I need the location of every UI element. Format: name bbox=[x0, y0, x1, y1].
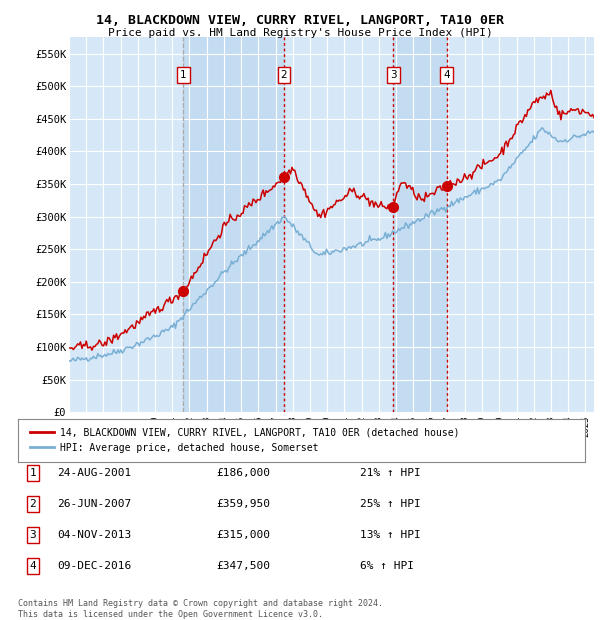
Text: £186,000: £186,000 bbox=[216, 468, 270, 478]
Text: 26-JUN-2007: 26-JUN-2007 bbox=[57, 499, 131, 509]
Text: £359,950: £359,950 bbox=[216, 499, 270, 509]
Text: 4: 4 bbox=[29, 561, 37, 571]
Text: 6% ↑ HPI: 6% ↑ HPI bbox=[360, 561, 414, 571]
Text: £347,500: £347,500 bbox=[216, 561, 270, 571]
Text: 24-AUG-2001: 24-AUG-2001 bbox=[57, 468, 131, 478]
Text: 14, BLACKDOWN VIEW, CURRY RIVEL, LANGPORT, TA10 0ER: 14, BLACKDOWN VIEW, CURRY RIVEL, LANGPOR… bbox=[96, 14, 504, 27]
Text: 4: 4 bbox=[443, 69, 450, 80]
Text: 3: 3 bbox=[390, 69, 397, 80]
Bar bbox=[393, 37, 446, 412]
Text: 3: 3 bbox=[29, 530, 37, 540]
Text: 2: 2 bbox=[29, 499, 37, 509]
Text: 13% ↑ HPI: 13% ↑ HPI bbox=[360, 530, 421, 540]
Text: £315,000: £315,000 bbox=[216, 530, 270, 540]
Text: 1: 1 bbox=[29, 468, 37, 478]
Text: 2: 2 bbox=[281, 69, 287, 80]
Legend: 14, BLACKDOWN VIEW, CURRY RIVEL, LANGPORT, TA10 0ER (detached house), HPI: Avera: 14, BLACKDOWN VIEW, CURRY RIVEL, LANGPOR… bbox=[26, 424, 463, 456]
Text: 04-NOV-2013: 04-NOV-2013 bbox=[57, 530, 131, 540]
Text: 09-DEC-2016: 09-DEC-2016 bbox=[57, 561, 131, 571]
Text: 21% ↑ HPI: 21% ↑ HPI bbox=[360, 468, 421, 478]
Text: Contains HM Land Registry data © Crown copyright and database right 2024.
This d: Contains HM Land Registry data © Crown c… bbox=[18, 600, 383, 619]
Text: 25% ↑ HPI: 25% ↑ HPI bbox=[360, 499, 421, 509]
Text: 1: 1 bbox=[180, 69, 187, 80]
Bar bbox=[184, 37, 284, 412]
Text: Price paid vs. HM Land Registry's House Price Index (HPI): Price paid vs. HM Land Registry's House … bbox=[107, 28, 493, 38]
